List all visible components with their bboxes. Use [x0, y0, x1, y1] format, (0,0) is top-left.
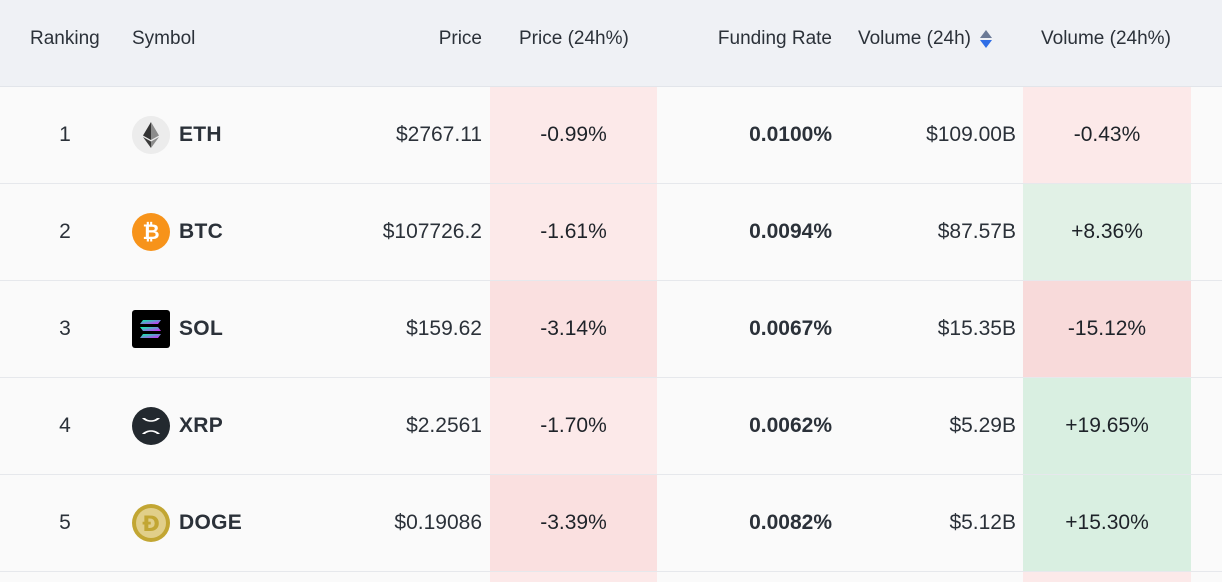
symbol-cell[interactable]: XRP — [132, 378, 223, 474]
funding-rate-cell: 0.0082% — [749, 511, 832, 534]
price-cell: $159.62 — [406, 317, 482, 340]
symbol-label: ETH — [179, 123, 222, 146]
svg-text:₿: ₿ — [142, 220, 159, 244]
symbol-label: SOL — [179, 317, 224, 340]
rank-cell: 1 — [59, 123, 71, 146]
table-row[interactable] — [0, 572, 1222, 582]
svg-text:Ð: Ð — [142, 512, 160, 536]
volume-change-cell: -15.12% — [1023, 281, 1191, 377]
price-cell: $0.19086 — [394, 511, 482, 534]
funding-rate-cell: 0.0067% — [749, 317, 832, 340]
price-change-cell: -1.61% — [490, 184, 657, 280]
table-row[interactable]: 3 SOL $159.62 -3.14% — [0, 281, 1222, 378]
volume-cell: $109.00B — [926, 123, 1016, 146]
bitcoin-icon: ₿ — [132, 213, 170, 251]
symbol-label: BTC — [179, 220, 224, 243]
table-row[interactable]: 4 XRP $2.2561 -1.70% 0.0062% $5.29B +19.… — [0, 378, 1222, 475]
ethereum-icon — [132, 116, 170, 154]
symbol-label: DOGE — [179, 511, 243, 534]
price-change-cell: -3.14% — [490, 281, 657, 377]
funding-rate-cell: 0.0094% — [749, 220, 832, 243]
rank-cell: 5 — [59, 511, 71, 534]
price-cell: $107726.2 — [382, 220, 482, 243]
column-header-price-change[interactable]: Price (24h%) — [519, 28, 629, 49]
price-change-cell: -3.39% — [490, 475, 657, 571]
column-header-ranking[interactable]: Ranking — [30, 28, 100, 49]
column-header-funding-rate[interactable]: Funding Rate — [717, 28, 832, 49]
volume-cell: $5.12B — [949, 511, 1016, 534]
symbol-cell[interactable]: ₿ BTC — [132, 184, 223, 280]
table-row[interactable]: 2 ₿ BTC $107726.2 -1.61% 0.0094% $87.57B… — [0, 184, 1222, 281]
symbol-label: XRP — [179, 414, 224, 437]
table-row[interactable]: 1 ETH $2767.11 -0.99% 0.0100% $109.00B -… — [0, 87, 1222, 184]
volume-change-cell: +8.36% — [1023, 184, 1191, 280]
column-header-volume-change[interactable]: Volume (24h%) — [1041, 28, 1171, 49]
volume-change-cell: +15.30% — [1023, 475, 1191, 571]
column-header-symbol[interactable]: Symbol — [132, 28, 196, 49]
column-header-price[interactable]: Price — [438, 28, 482, 49]
price-change-cell: -1.70% — [490, 378, 657, 474]
table-row[interactable]: 5 Ð DOGE $0.19086 -3.39% 0.0082% $5.12B … — [0, 475, 1222, 572]
volume-change-cell — [1023, 572, 1191, 582]
volume-cell: $87.57B — [937, 220, 1016, 243]
xrp-icon — [132, 407, 170, 445]
dogecoin-icon: Ð — [132, 504, 170, 542]
price-change-cell: -0.99% — [490, 87, 657, 183]
sort-icon[interactable] — [980, 28, 992, 50]
symbol-cell[interactable]: Ð DOGE — [132, 475, 242, 571]
volume-cell: $15.35B — [937, 317, 1016, 340]
symbol-cell[interactable]: SOL — [132, 281, 223, 377]
solana-icon — [132, 310, 170, 348]
symbol-cell[interactable]: ETH — [132, 87, 222, 183]
funding-rate-cell: 0.0062% — [749, 414, 832, 437]
rank-cell: 3 — [59, 317, 71, 340]
price-cell: $2767.11 — [395, 123, 482, 146]
funding-rate-cell: 0.0100% — [749, 123, 832, 146]
volume-cell: $5.29B — [949, 414, 1016, 437]
column-header-volume[interactable]: Volume (24h) — [858, 0, 992, 78]
rank-cell: 2 — [59, 220, 71, 243]
price-cell: $2.2561 — [406, 414, 482, 437]
volume-change-cell: +19.65% — [1023, 378, 1191, 474]
column-header-volume-label: Volume (24h) — [857, 28, 971, 49]
table-header: Ranking Symbol Price Price (24h%) Fundin… — [0, 0, 1222, 87]
rank-cell: 4 — [59, 414, 71, 437]
price-change-cell — [490, 572, 657, 582]
volume-change-cell: -0.43% — [1023, 87, 1191, 183]
